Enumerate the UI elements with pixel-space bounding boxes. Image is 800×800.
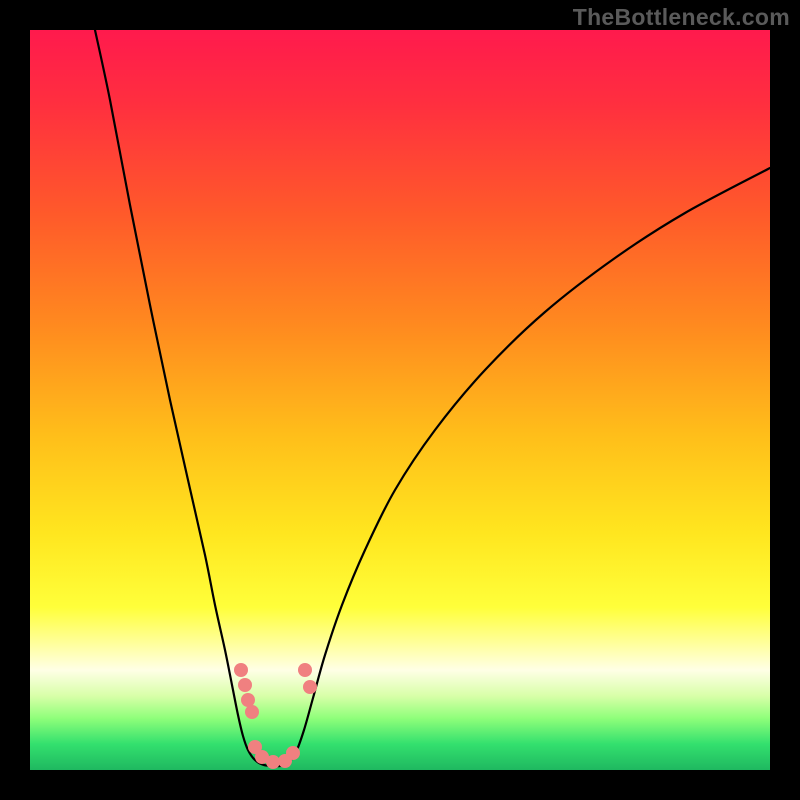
data-marker [234, 663, 248, 677]
watermark-text: TheBottleneck.com [573, 4, 790, 31]
data-marker [245, 705, 259, 719]
data-marker [298, 663, 312, 677]
plot-area [30, 30, 770, 770]
data-marker [238, 678, 252, 692]
outer-frame: TheBottleneck.com [0, 0, 800, 800]
data-marker [286, 746, 300, 760]
markers-layer [30, 30, 770, 770]
data-marker [303, 680, 317, 694]
